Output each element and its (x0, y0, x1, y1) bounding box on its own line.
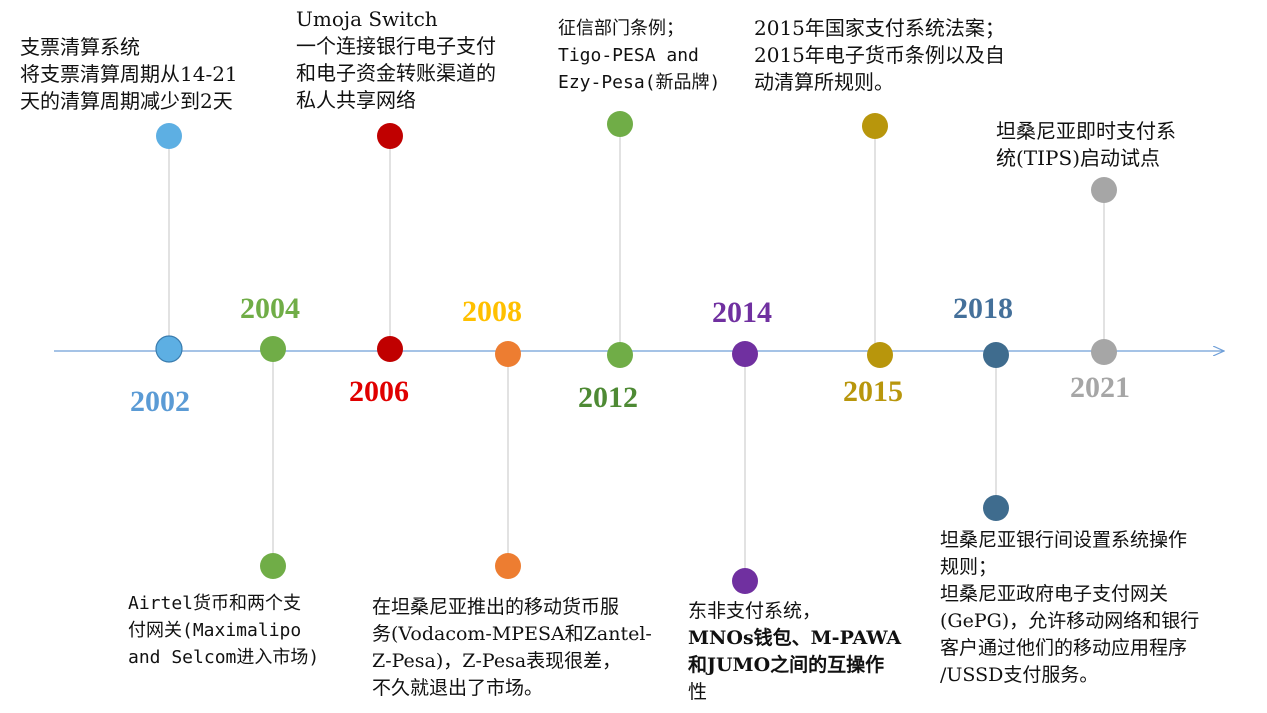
event-2014-line-2: MNOs钱包、M-PAWA (688, 627, 902, 649)
event-2021-line-1: 坦桑尼亚即时支付系 (996, 119, 1176, 143)
year-label-2021: 2021 (1070, 371, 1130, 404)
node-2018 (983, 342, 1009, 368)
event-2004-line-1: Airtel货币和两个支 (128, 593, 302, 614)
event-2004-line-3: and Selcom进入市场) (128, 647, 320, 668)
node-2015 (867, 342, 893, 368)
year-label-2015: 2015 (843, 375, 903, 408)
event-text-2008: 在坦桑尼亚推出的移动货币服 务(Vodacom-MPESA和Zantel- Z-… (372, 594, 652, 702)
event-2014-line-1: 东非支付系统， (688, 600, 822, 622)
event-2015-line-2: 2015年电子货币条例以及自 (754, 43, 1005, 67)
event-2018-line-4: (GePG)，允许移动网络和银行 (940, 610, 1200, 632)
event-2018-line-1: 坦桑尼亚银行间设置系统操作 (940, 529, 1188, 551)
event-dot-2012 (607, 111, 633, 137)
event-text-2021: 坦桑尼亚即时支付系 统(TIPS)启动试点 (996, 118, 1176, 172)
event-text-2004: Airtel货币和两个支 付网关(Maximalipo and Selcom进入… (128, 590, 319, 671)
event-text-2015: 2015年国家支付系统法案； 2015年电子货币条例以及自 动清算所规则。 (754, 15, 1005, 96)
event-text-2006: Umoja Switch 一个连接银行电子支付 和电子资金转账渠道的 私人共享网… (296, 6, 496, 114)
event-dot-2002 (156, 123, 182, 149)
event-2014-line-4: 性 (688, 681, 708, 703)
node-2014 (732, 341, 758, 367)
event-2021-line-2: 统(TIPS)启动试点 (996, 146, 1161, 170)
event-dot-2015 (862, 113, 888, 139)
event-dot-2004 (260, 553, 286, 579)
event-text-2014: 东非支付系统， MNOs钱包、M-PAWA 和JUMO之间的互操作 性 (688, 598, 901, 706)
event-2012-line-2: Tigo-PESA and (558, 45, 699, 66)
event-2018-line-6: /USSD支付服务。 (940, 664, 1099, 686)
year-label-2018: 2018 (953, 292, 1013, 325)
event-dot-2021 (1091, 177, 1117, 203)
event-2015-line-1: 2015年国家支付系统法案； (754, 16, 1005, 40)
event-dot-2014 (732, 568, 758, 594)
event-2008-line-1: 在坦桑尼亚推出的移动货币服 (372, 596, 620, 618)
event-2018-line-3: 坦桑尼亚政府电子支付网关 (940, 583, 1169, 605)
event-2015-line-3: 动清算所规则。 (754, 70, 894, 94)
event-dot-2008 (495, 553, 521, 579)
event-2008-line-2: 务(Vodacom-MPESA和Zantel- (372, 623, 652, 645)
year-label-2014: 2014 (712, 296, 772, 329)
event-2004-line-2: 付网关(Maximalipo (128, 620, 302, 641)
node-2021 (1091, 339, 1117, 365)
event-2012-line-3: Ezy-Pesa(新品牌) (558, 72, 721, 93)
event-2014-line-3: 和JUMO之间的互操作 (688, 654, 885, 676)
year-label-2006: 2006 (349, 375, 409, 408)
event-dot-2006 (377, 123, 403, 149)
event-2006-line-2: 一个连接银行电子支付 (296, 34, 496, 58)
event-2008-line-3: Z-Pesa)，Z-Pesa表现很差， (372, 650, 622, 672)
event-2002-line-2: 将支票清算周期从14-21 (20, 62, 238, 86)
year-label-2008: 2008 (462, 295, 522, 328)
event-2008-line-4: 不久就退出了市场。 (372, 677, 544, 699)
event-2002-line-3: 天的清算周期减少到2天 (20, 89, 233, 113)
node-2004 (260, 336, 286, 362)
node-2012 (607, 342, 633, 368)
event-2018-line-5: 客户通过他们的移动应用程序 (940, 637, 1188, 659)
event-2006-line-4: 私人共享网络 (296, 88, 416, 112)
event-text-2002: 支票清算系统 将支票清算周期从14-21 天的清算周期减少到2天 (20, 34, 238, 115)
event-text-2012: 征信部门条例； Tigo-PESA and Ezy-Pesa(新品牌) (558, 15, 720, 96)
event-2012-line-1: 征信部门条例； (558, 18, 684, 39)
node-2006 (377, 336, 403, 362)
event-2006-line-3: 和电子资金转账渠道的 (296, 61, 496, 85)
event-2006-line-1: Umoja Switch (296, 7, 438, 31)
node-2002 (155, 335, 183, 363)
event-2002-line-1: 支票清算系统 (20, 35, 140, 59)
year-label-2012: 2012 (578, 381, 638, 414)
node-2008 (495, 341, 521, 367)
year-label-2004: 2004 (240, 292, 300, 325)
year-label-2002: 2002 (130, 385, 190, 418)
event-2018-line-2: 规则； (940, 556, 998, 578)
event-text-2018: 坦桑尼亚银行间设置系统操作 规则； 坦桑尼亚政府电子支付网关 (GePG)，允许… (940, 527, 1199, 689)
event-dot-2018 (983, 495, 1009, 521)
